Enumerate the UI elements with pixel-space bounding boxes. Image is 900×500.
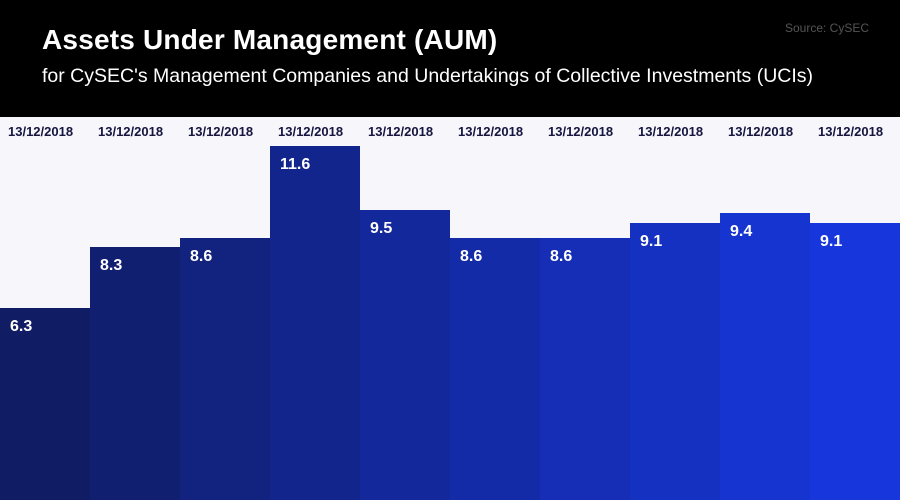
bar-value-label: 6.3 [10, 318, 33, 335]
category-date-label: 13/12/2018 [98, 124, 164, 139]
bar-value-label: 8.6 [550, 248, 573, 265]
bar-value-label: 9.5 [370, 220, 393, 237]
bar-value-label: 8.6 [460, 248, 483, 265]
category-date-label: 13/12/2018 [458, 124, 524, 139]
bar-column: 13/12/2018 6.3 [0, 117, 90, 500]
bar[interactable]: 9.1 [810, 223, 900, 500]
bar-column: 13/12/2018 9.1 [630, 117, 720, 500]
category-date-label: 13/12/2018 [548, 124, 614, 139]
bar[interactable]: 9.1 [630, 223, 720, 500]
chart-header: Source: CySEC Assets Under Management (A… [0, 0, 900, 117]
bar[interactable]: 9.5 [360, 210, 450, 500]
bar-column: 13/12/2018 8.3 [90, 117, 180, 500]
bar-column: 13/12/2018 9.1 [810, 117, 900, 500]
bar-chart-plot-area: 13/12/2018 6.3 13/12/2018 8.3 13/12/2018 8.6 1… [0, 117, 900, 500]
bar-column: 13/12/2018 9.5 [360, 117, 450, 500]
bar-value-label: 9.1 [640, 233, 663, 250]
category-date-label: 13/12/2018 [8, 124, 74, 139]
bar[interactable]: 8.3 [90, 247, 180, 500]
chart-subtitle: for CySEC's Management Companies and Und… [42, 64, 814, 87]
bar-column: 13/12/2018 11.6 [270, 117, 360, 500]
bar[interactable]: 6.3 [0, 308, 90, 500]
category-date-label: 13/12/2018 [368, 124, 434, 139]
bar-column: 13/12/2018 8.6 [540, 117, 630, 500]
bar-value-label: 9.1 [820, 233, 843, 250]
bar-column: 13/12/2018 8.6 [450, 117, 540, 500]
bar-value-label: 9.4 [730, 223, 753, 240]
bar-value-label: 8.3 [100, 257, 123, 274]
category-date-label: 13/12/2018 [278, 124, 344, 139]
bar-value-label: 8.6 [190, 248, 213, 265]
bar[interactable]: 8.6 [180, 238, 270, 500]
category-date-label: 13/12/2018 [728, 124, 794, 139]
chart-title: Assets Under Management (AUM) [42, 24, 498, 55]
bar-column: 13/12/2018 8.6 [180, 117, 270, 500]
category-date-label: 13/12/2018 [188, 124, 254, 139]
source-label: Source: CySEC [784, 21, 869, 35]
bar[interactable]: 11.6 [270, 146, 360, 500]
bar[interactable]: 8.6 [450, 238, 540, 500]
bar[interactable]: 9.4 [720, 213, 810, 500]
category-date-label: 13/12/2018 [638, 124, 704, 139]
category-date-label: 13/12/2018 [818, 124, 884, 139]
bar[interactable]: 8.6 [540, 238, 630, 500]
bar-column: 13/12/2018 9.4 [720, 117, 810, 500]
bar-value-label: 11.6 [280, 156, 311, 173]
